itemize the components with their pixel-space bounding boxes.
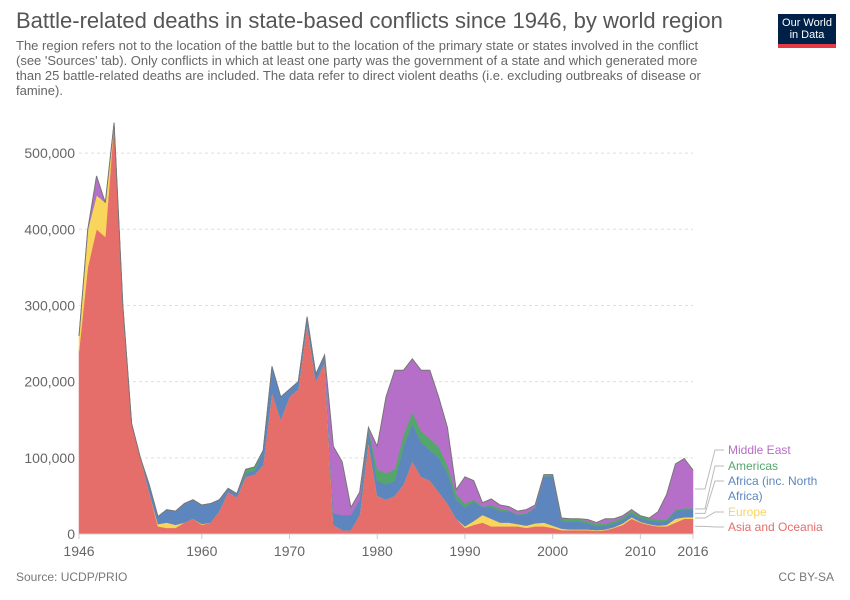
legend-connector	[695, 511, 724, 519]
license-note[interactable]: CC BY-SA	[778, 570, 834, 584]
legend-item-europe[interactable]: Europe	[728, 505, 767, 520]
legend-item-middle-east[interactable]: Middle East	[728, 443, 791, 458]
total-outline	[78, 122, 694, 524]
chart-title: Battle-related deaths in state-based con…	[16, 8, 723, 33]
x-tick-label: 1980	[362, 543, 393, 559]
x-tick-label: 2000	[537, 543, 568, 559]
y-tick-label: 400,000	[24, 221, 75, 237]
logo-line-1: Our World	[782, 17, 832, 29]
x-tick-label: 1970	[274, 543, 305, 559]
legend-item-africa[interactable]: Africa (inc. North Africa)	[728, 474, 817, 504]
y-tick-label: 0	[67, 526, 75, 542]
legend-label: Americas	[728, 459, 779, 473]
legend-connectors	[695, 449, 724, 528]
legend-connector	[695, 480, 724, 514]
stacked-areas	[78, 122, 694, 535]
legend-item-americas[interactable]: Americas	[728, 459, 778, 474]
x-tick-label: 1990	[449, 543, 480, 559]
owid-logo[interactable]: Our World in Data	[778, 14, 836, 48]
logo-line-2: in Data	[789, 29, 825, 41]
x-tick-label: 2016	[677, 543, 708, 559]
y-tick-label: 500,000	[24, 145, 75, 161]
x-tick-label: 1946	[63, 543, 94, 559]
legend-connector	[695, 465, 724, 510]
chart-subtitle: The region refers not to the location of…	[16, 38, 701, 98]
axes: 0 100,000 200,000 300,000 400,000 500,000 1946…	[24, 145, 708, 559]
legend-label: Middle East	[728, 443, 791, 457]
legend-label-cont: Africa)	[728, 489, 763, 503]
x-tick-label: 2010	[625, 543, 656, 559]
x-tick-label: 1960	[186, 543, 217, 559]
y-tick-label: 200,000	[24, 374, 75, 390]
y-tick-label: 100,000	[24, 450, 75, 466]
area-series-middle-east[interactable]	[78, 122, 694, 525]
legend-connector	[695, 525, 724, 528]
legend-label: Europe	[728, 505, 767, 519]
legend-connector	[695, 449, 724, 490]
legend-item-asia-oceania[interactable]: Asia and Oceania	[728, 520, 823, 535]
legend-label: Africa (inc. North	[728, 474, 818, 488]
y-tick-label: 300,000	[24, 297, 75, 313]
legend-label: Asia and Oceania	[728, 520, 823, 534]
source-note[interactable]: Source: UCDP/PRIO	[16, 570, 128, 584]
